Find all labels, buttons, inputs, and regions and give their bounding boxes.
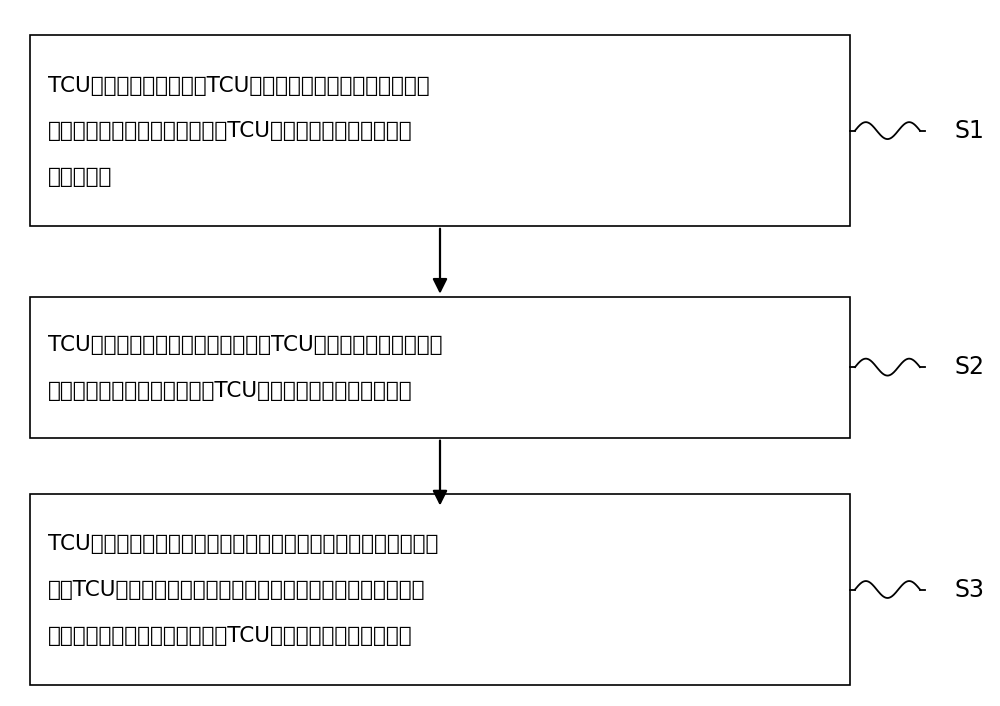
FancyBboxPatch shape [30, 494, 850, 685]
Text: 同时TCU控制制动器使制动器的中间轴的转速达到目标转速，并: 同时TCU控制制动器使制动器的中间轴的转速达到目标转速，并 [48, 580, 426, 600]
Text: S2: S2 [955, 355, 985, 379]
FancyBboxPatch shape [30, 35, 850, 226]
Text: S3: S3 [955, 578, 985, 602]
Text: 结合点位置: 结合点位置 [48, 167, 112, 187]
Text: 以使发动机的扭矩降至零，且TCU控制离合器分离至分离位置: 以使发动机的扭矩降至零，且TCU控制离合器分离至分离位置 [48, 381, 413, 401]
Text: TCU接收到换挡请求时，TCU向发动机发送预设扭矩，以使发: TCU接收到换挡请求时，TCU向发动机发送预设扭矩，以使发 [48, 76, 430, 95]
Text: TCU控制变速器完成摘挡动作，同时TCU向发动机发送零扭矩，: TCU控制变速器完成摘挡动作，同时TCU向发动机发送零扭矩， [48, 335, 442, 355]
FancyBboxPatch shape [30, 297, 850, 438]
Text: S1: S1 [955, 119, 985, 143]
Text: 动机的扭矩降至预设扭矩，同时TCU控制离合器分离至半联动: 动机的扭矩降至预设扭矩，同时TCU控制离合器分离至半联动 [48, 121, 413, 141]
Text: TCU向发动机发送预设转速，以使发动机的转速调整至预设转速，: TCU向发动机发送预设转速，以使发动机的转速调整至预设转速， [48, 534, 438, 554]
Text: 且中间轴的转速达到目标转速后TCU控制变速器完成进挡动作: 且中间轴的转速达到目标转速后TCU控制变速器完成进挡动作 [48, 626, 413, 646]
